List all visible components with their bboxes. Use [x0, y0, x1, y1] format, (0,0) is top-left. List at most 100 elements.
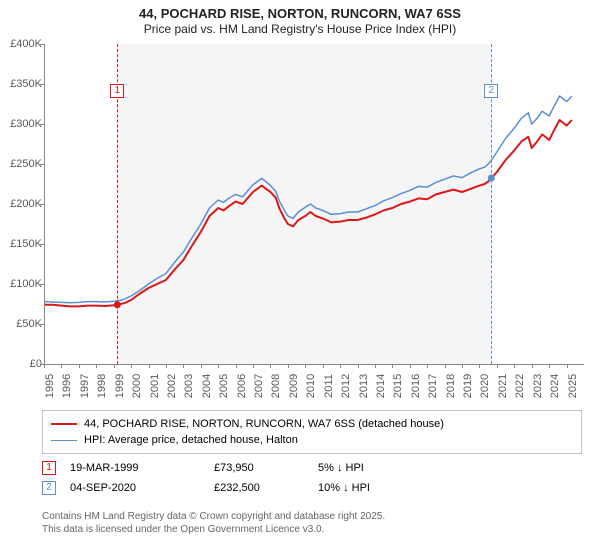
marker-row: 119-MAR-1999£73,9505% ↓ HPI [42, 458, 418, 478]
marker-date: 19-MAR-1999 [70, 458, 200, 478]
legend-text: HPI: Average price, detached house, Halt… [84, 432, 298, 448]
marker-table: 119-MAR-1999£73,9505% ↓ HPI204-SEP-2020£… [42, 458, 418, 498]
y-tick [40, 84, 44, 85]
x-axis-label: 2008 [270, 374, 282, 398]
x-axis-label: 2017 [427, 374, 439, 398]
x-axis-label: 2000 [131, 374, 143, 398]
marker-id-box: 2 [42, 481, 56, 495]
y-axis-label: £300K [2, 118, 42, 130]
y-axis-label: £0 [2, 358, 42, 370]
x-axis-label: 2021 [497, 374, 509, 398]
x-tick [201, 364, 202, 368]
x-tick [340, 364, 341, 368]
x-tick [410, 364, 411, 368]
y-axis-label: £350K [2, 78, 42, 90]
x-axis-label: 2025 [567, 374, 579, 398]
marker-row: 2 04-SEP-2020 £232,500 10% ↓ HPI [42, 478, 418, 498]
y-tick [40, 204, 44, 205]
x-tick [567, 364, 568, 368]
x-axis-label: 1995 [44, 374, 56, 398]
marker-date: 04-SEP-2020 [70, 478, 200, 498]
y-axis-label: £400K [2, 38, 42, 50]
y-tick [40, 164, 44, 165]
x-tick [445, 364, 446, 368]
series-red [44, 120, 572, 306]
footer-line-2: This data is licensed under the Open Gov… [42, 523, 385, 536]
x-tick [96, 364, 97, 368]
y-axis-label: £150K [2, 238, 42, 250]
x-tick [253, 364, 254, 368]
x-tick [305, 364, 306, 368]
x-tick [61, 364, 62, 368]
x-axis-label: 2006 [236, 374, 248, 398]
plot-area: 12 [44, 44, 584, 364]
series-blue [44, 96, 572, 303]
x-axis-label: 2016 [410, 374, 422, 398]
x-tick [532, 364, 533, 368]
chart-title: 44, POCHARD RISE, NORTON, RUNCORN, WA7 6… [10, 6, 590, 21]
x-axis-label: 2002 [166, 374, 178, 398]
legend-swatch [51, 440, 77, 441]
y-tick [40, 244, 44, 245]
x-axis-label: 2009 [288, 374, 300, 398]
y-tick [40, 284, 44, 285]
x-tick [323, 364, 324, 368]
x-tick [44, 364, 45, 368]
x-axis-label: 2022 [514, 374, 526, 398]
x-tick [131, 364, 132, 368]
y-tick [40, 44, 44, 45]
legend: 44, POCHARD RISE, NORTON, RUNCORN, WA7 6… [42, 410, 582, 454]
x-axis-label: 2014 [375, 374, 387, 398]
x-axis-label: 2012 [340, 374, 352, 398]
marker-diff: 5% ↓ HPI [318, 458, 418, 478]
marker-price: £232,500 [214, 478, 304, 498]
x-tick [462, 364, 463, 368]
legend-item: HPI: Average price, detached house, Halt… [51, 432, 573, 448]
x-axis-label: 2015 [392, 374, 404, 398]
x-axis-label: 1998 [96, 374, 108, 398]
footer-line-1: Contains HM Land Registry data © Crown c… [42, 510, 385, 523]
marker-id-box: 1 [42, 461, 56, 475]
x-tick [79, 364, 80, 368]
axis-left [44, 44, 45, 364]
y-tick [40, 124, 44, 125]
x-tick [236, 364, 237, 368]
x-axis-label: 2020 [479, 374, 491, 398]
x-tick [358, 364, 359, 368]
x-axis-label: 2019 [462, 374, 474, 398]
x-tick [166, 364, 167, 368]
sale-marker-label-1: 1 [110, 84, 124, 98]
x-axis-label: 2011 [323, 374, 335, 398]
legend-text: 44, POCHARD RISE, NORTON, RUNCORN, WA7 6… [84, 416, 444, 432]
x-axis-label: 1999 [114, 374, 126, 398]
x-axis-label: 2007 [253, 374, 265, 398]
x-tick [479, 364, 480, 368]
sale-marker-label-2: 2 [484, 84, 498, 98]
y-axis-label: £50K [2, 318, 42, 330]
x-axis-label: 1996 [61, 374, 73, 398]
y-axis-label: £250K [2, 158, 42, 170]
x-axis-label: 2013 [358, 374, 370, 398]
x-tick [427, 364, 428, 368]
x-tick [549, 364, 550, 368]
y-axis-label: £200K [2, 198, 42, 210]
chart-subtitle: Price paid vs. HM Land Registry's House … [10, 22, 590, 36]
x-tick [497, 364, 498, 368]
y-tick [40, 324, 44, 325]
footer: Contains HM Land Registry data © Crown c… [42, 510, 385, 536]
x-axis-label: 2003 [183, 374, 195, 398]
x-axis-label: 2010 [305, 374, 317, 398]
x-axis-label: 1997 [79, 374, 91, 398]
x-tick [270, 364, 271, 368]
x-tick [183, 364, 184, 368]
chart-area: 12 £0£50K£100K£150K£200K£250K£300K£350K£… [2, 40, 598, 400]
x-tick [114, 364, 115, 368]
x-axis-label: 2005 [218, 374, 230, 398]
x-tick [149, 364, 150, 368]
x-tick [392, 364, 393, 368]
x-tick [375, 364, 376, 368]
axis-bottom [44, 364, 584, 365]
x-tick [218, 364, 219, 368]
marker-diff: 10% ↓ HPI [318, 478, 418, 498]
x-axis-label: 2018 [445, 374, 457, 398]
